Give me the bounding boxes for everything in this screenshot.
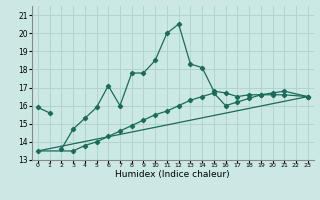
X-axis label: Humidex (Indice chaleur): Humidex (Indice chaleur) [116,170,230,179]
